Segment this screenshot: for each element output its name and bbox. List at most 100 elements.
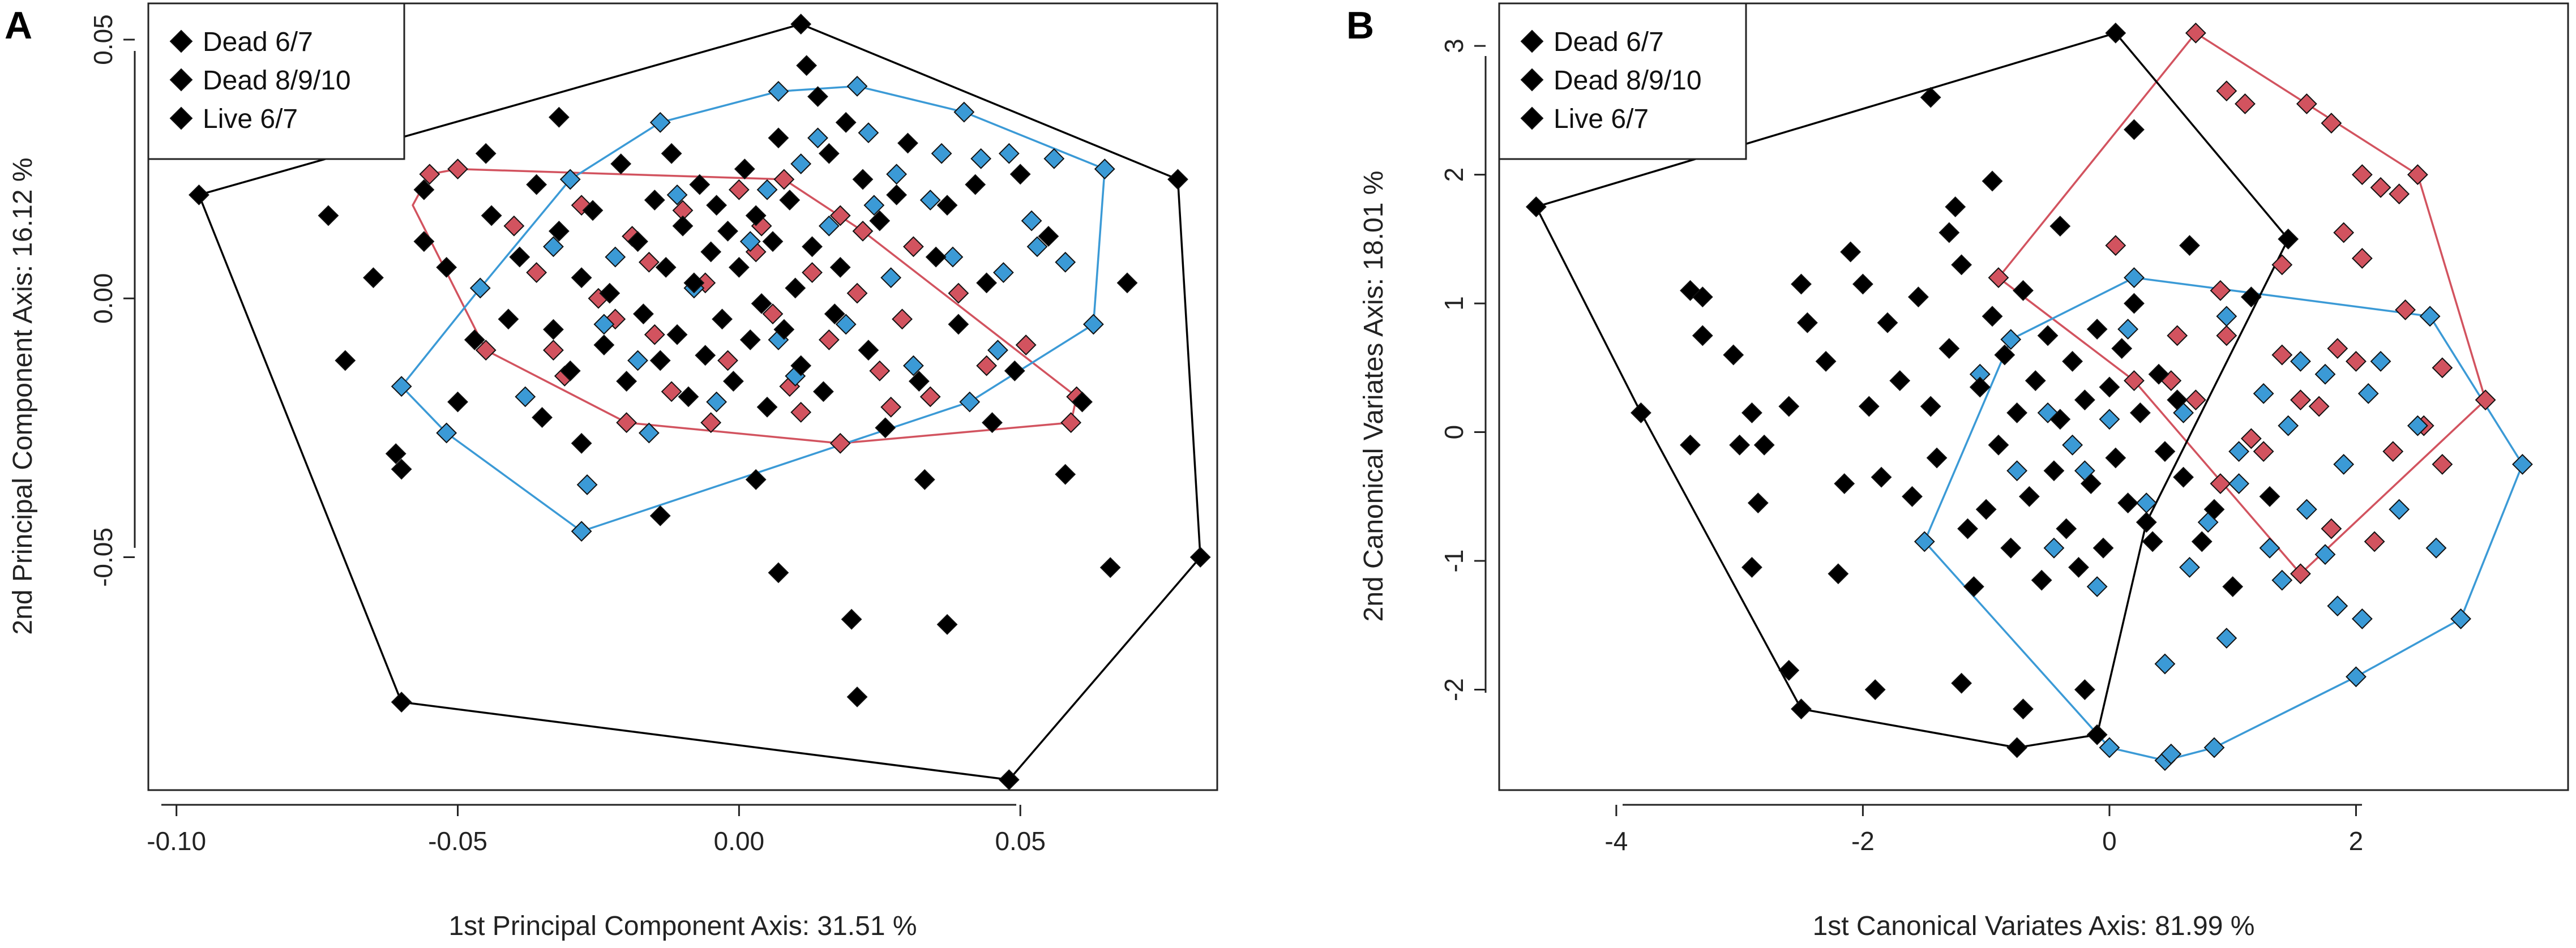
point-live-6-7-b-45 [2037, 325, 2059, 346]
point-dead-6-7-b-12 [2389, 183, 2410, 205]
point-live-6-7-b-48 [2056, 518, 2077, 539]
point-dead-8-9-10-b-32 [2043, 537, 2065, 559]
point-dead-8-9-10-a-38 [593, 314, 615, 335]
point-live-6-7-b-79 [1920, 87, 1941, 108]
point-live-6-7-a-29 [655, 256, 677, 278]
point-live-6-7-b-13 [1753, 434, 1775, 456]
point-dead-6-7-a-23 [869, 360, 891, 381]
point-dead-6-7-a-25 [919, 386, 941, 407]
point-live-6-7-b-36 [1982, 306, 2003, 327]
point-live-6-7-b-37 [1988, 434, 2009, 456]
legend-marker-dead-8910-b [1520, 68, 1544, 92]
point-live-6-7-a-49 [768, 127, 789, 149]
point-live-6-7-a-86 [363, 267, 384, 289]
point-live-6-7-a-61 [835, 111, 857, 133]
point-live-6-7-b-76 [1951, 672, 1972, 694]
point-live-6-7-a-43 [734, 158, 755, 180]
point-dead-6-7-a-26 [948, 282, 969, 304]
point-live-6-7-b-0 [1525, 196, 1547, 217]
point-live-6-7-b-7 [1631, 402, 1651, 423]
point-dead-6-7-b-31 [2364, 531, 2385, 552]
y-axis-ticks-a: -0.05 0.00 0.05 [88, 14, 135, 587]
point-live-6-7-b-46 [2043, 460, 2065, 482]
hull-dead-6-7-b [1997, 32, 2487, 575]
point-live-6-7-a-70 [908, 371, 930, 392]
point-dead-8-9-10-a-42 [638, 422, 660, 444]
point-dead-6-7-a-5 [1060, 412, 1082, 434]
plot-frame-a [147, 2, 1218, 791]
point-live-6-7-a-79 [1072, 391, 1093, 413]
point-dead-8-9-10-a-16 [666, 184, 688, 205]
point-live-6-7-b-69 [2222, 576, 2244, 597]
point-dead-6-7-b-15 [2210, 280, 2231, 301]
point-dead-8-9-10-b-8 [2099, 737, 2120, 758]
x-tick-label-a-2: 0.00 [714, 826, 765, 856]
point-live-6-7-b-75 [1864, 679, 1886, 700]
point-dead-8-9-10-b-25 [2407, 415, 2428, 436]
point-live-6-7-a-22 [599, 282, 621, 304]
point-live-6-7-a-11 [464, 329, 485, 350]
point-dead-8-9-10-a-45 [863, 195, 885, 216]
point-live-6-7-a-38 [706, 195, 728, 216]
point-dead-8-9-10-b-42 [2370, 351, 2391, 372]
y-tick-label-a-2: 0.05 [88, 14, 118, 65]
point-live-6-7-a-83 [936, 614, 958, 635]
point-dead-6-7-a-31 [661, 381, 682, 402]
point-dead-8-9-10-a-19 [739, 231, 761, 252]
point-live-6-7-a-28 [649, 350, 671, 371]
point-dead-6-7-a-24 [892, 308, 913, 330]
point-live-6-7-b-39 [2000, 537, 2022, 559]
point-dead-6-7-b-30 [2321, 518, 2342, 539]
y-axis-title-b: 2nd Canonical Variates Axis: 18.01 % [1359, 171, 1389, 622]
legend-marker-dead-8910-a [169, 68, 193, 92]
point-dead-8-9-10-b-33 [2006, 460, 2028, 482]
point-dead-6-7-a-8 [475, 340, 497, 361]
point-live-6-7-b-2 [2278, 228, 2299, 250]
point-live-6-7-b-60 [2129, 402, 2151, 423]
point-dead-6-7-a-6 [829, 432, 851, 454]
legend-b: Dead 6/7 Dead 8/9/10 Live 6/7 [1498, 2, 1747, 160]
y-tick-label-b-3: 1 [1439, 296, 1469, 311]
point-dead-6-7-b-8 [2296, 93, 2317, 114]
point-live-6-7-b-17 [1796, 312, 1818, 333]
point-live-6-7-a-30 [661, 143, 682, 164]
point-live-6-7-a-76 [1004, 360, 1025, 381]
point-live-6-7-b-26 [1907, 286, 1929, 308]
point-dead-8-9-10-a-39 [543, 236, 564, 258]
point-dead-8-9-10-a-27 [919, 190, 941, 211]
point-dead-8-9-10-a-43 [756, 179, 778, 200]
legend-a: Dead 6/7 Dead 8/9/10 Live 6/7 [147, 2, 405, 160]
point-live-6-7-a-57 [813, 381, 834, 402]
point-live-6-7-b-77 [2074, 679, 2095, 700]
x-axis-ticks-b: -4 -2 0 2 [1604, 805, 2363, 856]
point-dead-8-9-10-b-20 [2296, 499, 2317, 520]
point-live-6-7-a-15 [526, 174, 547, 195]
point-live-6-7-a-88 [475, 143, 497, 164]
point-live-6-7-a-24 [616, 371, 637, 392]
point-dead-6-7-a-30 [728, 179, 750, 200]
point-dead-6-7-b-18 [2327, 338, 2348, 359]
point-dead-8-9-10-a-1 [469, 277, 491, 299]
point-dead-6-7-a-3 [852, 220, 874, 242]
point-live-6-7-b-56 [2105, 447, 2126, 469]
point-live-6-7-b-51 [2074, 389, 2095, 411]
point-live-6-7-a-80 [1099, 557, 1121, 578]
point-dead-8-9-10-b-44 [2314, 544, 2336, 565]
point-dead-8-9-10-a-41 [987, 340, 1008, 361]
point-dead-8-9-10-b-31 [2086, 576, 2108, 597]
point-dead-6-7-b-5 [2124, 370, 2145, 391]
point-live-6-7-a-12 [481, 205, 502, 226]
point-live-6-7-b-42 [2018, 486, 2040, 507]
point-live-6-7-a-42 [728, 256, 750, 278]
point-live-6-7-b-61 [2142, 531, 2163, 552]
point-live-6-7-b-20 [1852, 273, 1873, 295]
x-tick-label-a-1: -0.05 [428, 826, 487, 856]
point-live-6-7-a-5 [391, 692, 412, 713]
point-dead-6-7-b-17 [2395, 299, 2416, 320]
point-dead-6-7-a-22 [846, 282, 868, 304]
point-dead-8-9-10-a-23 [835, 314, 857, 335]
point-live-6-7-b-14 [1747, 492, 1769, 514]
point-live-6-7-b-62 [2148, 363, 2170, 385]
point-dead-8-9-10-b-26 [2351, 608, 2373, 629]
